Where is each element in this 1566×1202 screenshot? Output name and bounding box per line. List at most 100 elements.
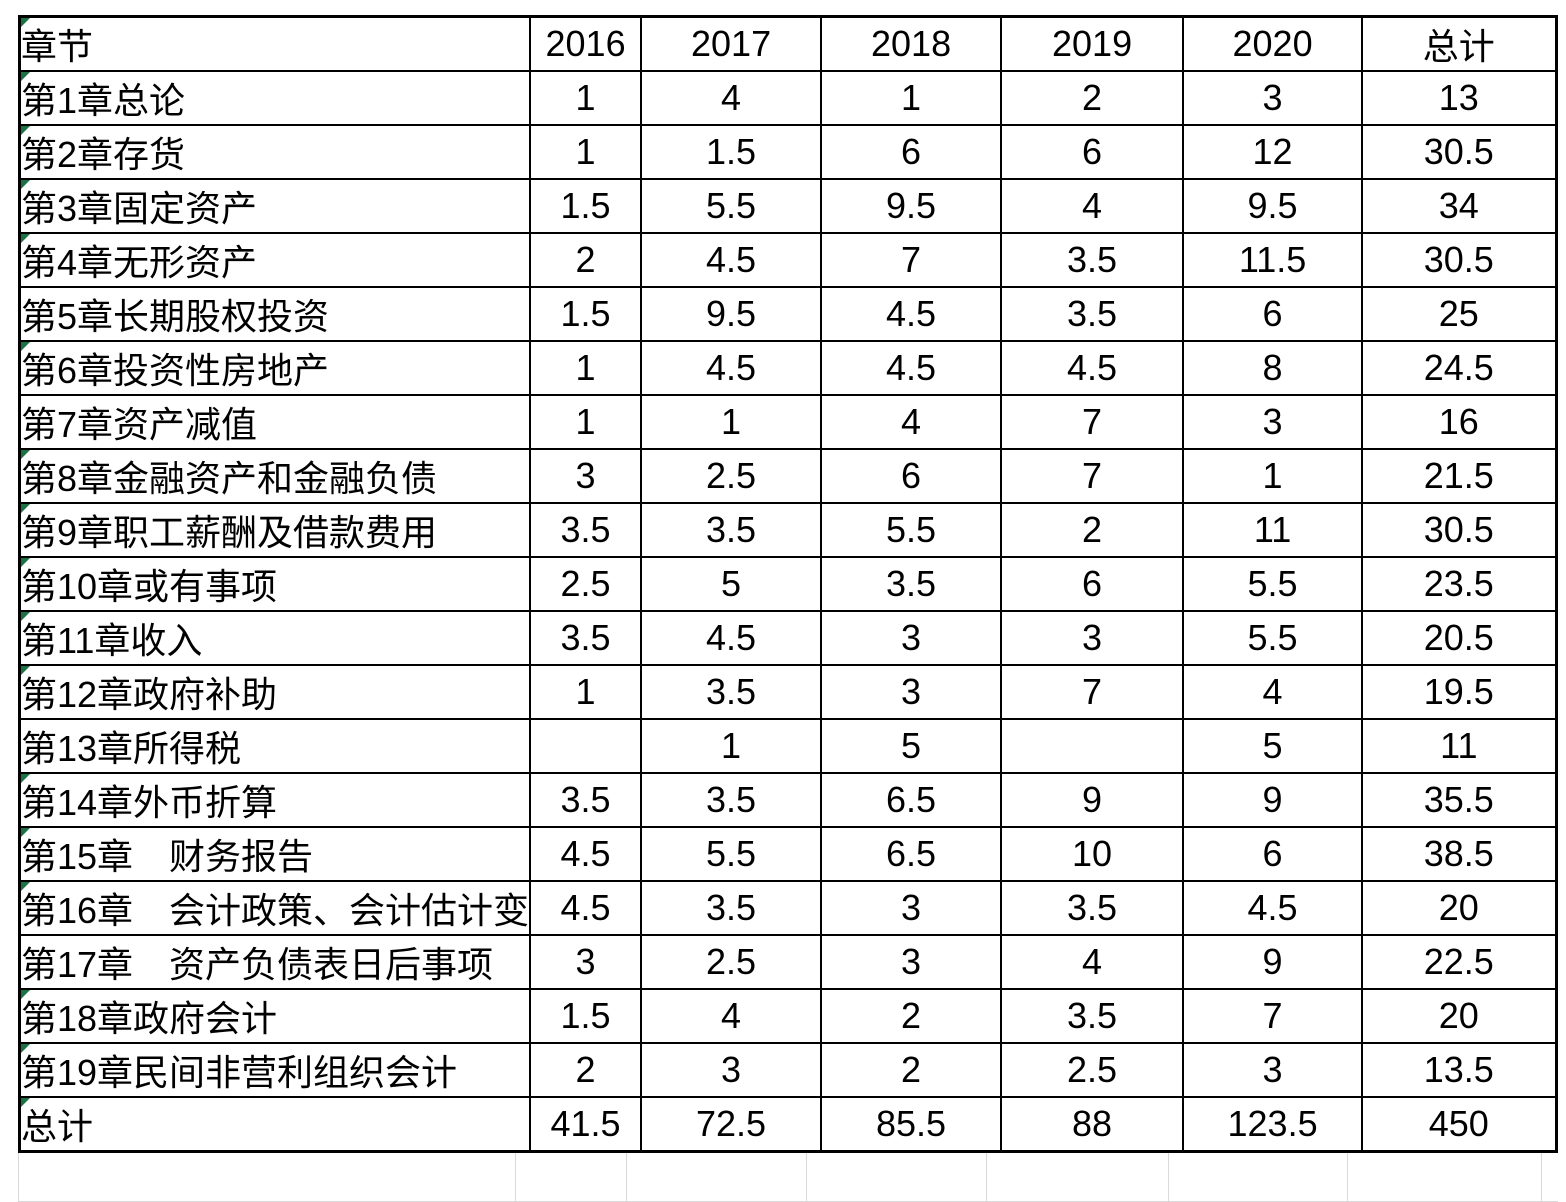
row-label-cell[interactable]: 第14章外币折算 (18, 772, 532, 828)
value-cell[interactable]: 4.5 (820, 340, 1003, 396)
value-cell[interactable]: 3 (1182, 70, 1364, 126)
value-cell[interactable]: 88 (1000, 1096, 1185, 1153)
value-cell[interactable]: 2.5 (640, 448, 823, 504)
total-row-label-cell[interactable]: 总计 (18, 1096, 532, 1153)
value-cell[interactable]: 11.5 (1182, 232, 1364, 288)
row-label-cell[interactable]: 第19章民间非营利组织会计 (18, 1042, 532, 1098)
value-cell[interactable]: 3 (529, 934, 643, 990)
value-cell[interactable]: 9.5 (640, 286, 823, 342)
empty-cell[interactable] (627, 1153, 807, 1201)
empty-cell[interactable] (1169, 1153, 1348, 1201)
value-cell[interactable]: 3.5 (1000, 286, 1185, 342)
column-header-year[interactable]: 2018 (820, 15, 1003, 72)
value-cell[interactable]: 5.5 (1182, 610, 1364, 666)
row-label-cell[interactable]: 第1章总论 (18, 70, 532, 126)
value-cell[interactable]: 5.5 (640, 826, 823, 882)
value-cell[interactable]: 4.5 (640, 232, 823, 288)
value-cell[interactable]: 450 (1361, 1096, 1558, 1153)
column-header-total[interactable]: 总计 (1361, 15, 1558, 72)
value-cell[interactable]: 3.5 (529, 502, 643, 558)
value-cell[interactable]: 4 (820, 394, 1003, 450)
row-label-cell[interactable]: 第9章职工薪酬及借款费用 (18, 502, 532, 558)
value-cell[interactable]: 5 (820, 718, 1003, 774)
value-cell[interactable]: 4.5 (640, 610, 823, 666)
value-cell[interactable]: 3 (820, 610, 1003, 666)
row-label-cell[interactable]: 第10章或有事项 (18, 556, 532, 612)
value-cell[interactable]: 7 (1000, 664, 1185, 720)
value-cell[interactable]: 6.5 (820, 826, 1003, 882)
value-cell[interactable]: 7 (1000, 448, 1185, 504)
value-cell[interactable]: 16 (1361, 394, 1558, 450)
value-cell[interactable]: 6 (820, 448, 1003, 504)
value-cell[interactable]: 11 (1361, 718, 1558, 774)
value-cell[interactable]: 6.5 (820, 772, 1003, 828)
empty-cell[interactable] (1348, 1153, 1542, 1201)
value-cell[interactable]: 12 (1182, 124, 1364, 180)
value-cell[interactable]: 7 (1182, 988, 1364, 1044)
value-cell[interactable]: 1 (820, 70, 1003, 126)
value-cell[interactable]: 7 (1000, 394, 1185, 450)
value-cell[interactable]: 13 (1361, 70, 1558, 126)
value-cell[interactable]: 3.5 (640, 772, 823, 828)
value-cell[interactable]: 4 (1000, 178, 1185, 234)
value-cell[interactable]: 3.5 (529, 772, 643, 828)
value-cell[interactable]: 3 (529, 448, 643, 504)
value-cell[interactable]: 3 (820, 664, 1003, 720)
value-cell[interactable]: 2 (820, 988, 1003, 1044)
value-cell[interactable]: 30.5 (1361, 502, 1558, 558)
column-header-chapter[interactable]: 章节 (18, 15, 532, 72)
value-cell[interactable]: 1 (529, 664, 643, 720)
value-cell[interactable]: 4.5 (529, 880, 643, 936)
value-cell[interactable]: 1 (529, 124, 643, 180)
value-cell[interactable]: 10 (1000, 826, 1185, 882)
value-cell[interactable]: 24.5 (1361, 340, 1558, 396)
row-label-cell[interactable]: 第15章 财务报告 (18, 826, 532, 882)
value-cell[interactable]: 5.5 (1182, 556, 1364, 612)
value-cell[interactable]: 3.5 (1000, 988, 1185, 1044)
row-label-cell[interactable]: 第5章长期股权投资 (18, 286, 532, 342)
value-cell[interactable]: 4.5 (1182, 880, 1364, 936)
value-cell[interactable]: 1 (640, 718, 823, 774)
value-cell[interactable]: 4 (1182, 664, 1364, 720)
value-cell[interactable]: 123.5 (1182, 1096, 1364, 1153)
value-cell[interactable]: 3.5 (640, 664, 823, 720)
value-cell[interactable]: 3.5 (529, 610, 643, 666)
column-header-year[interactable]: 2019 (1000, 15, 1185, 72)
value-cell[interactable]: 2 (820, 1042, 1003, 1098)
value-cell[interactable]: 6 (820, 124, 1003, 180)
value-cell[interactable]: 1.5 (529, 178, 643, 234)
value-cell[interactable]: 4.5 (640, 340, 823, 396)
value-cell[interactable]: 9 (1000, 772, 1185, 828)
row-label-cell[interactable]: 第18章政府会计 (18, 988, 532, 1044)
value-cell[interactable]: 5 (1182, 718, 1364, 774)
value-cell[interactable] (529, 718, 643, 774)
value-cell[interactable]: 3 (1182, 394, 1364, 450)
value-cell[interactable]: 19.5 (1361, 664, 1558, 720)
value-cell[interactable]: 5 (640, 556, 823, 612)
value-cell[interactable]: 6 (1000, 556, 1185, 612)
value-cell[interactable]: 1 (529, 340, 643, 396)
value-cell[interactable]: 5.5 (820, 502, 1003, 558)
value-cell[interactable]: 2 (529, 1042, 643, 1098)
value-cell[interactable]: 2 (1000, 70, 1185, 126)
row-label-cell[interactable]: 第6章投资性房地产 (18, 340, 532, 396)
value-cell[interactable]: 3.5 (640, 502, 823, 558)
row-label-cell[interactable]: 第11章收入 (18, 610, 532, 666)
row-label-cell[interactable]: 第8章金融资产和金融负债 (18, 448, 532, 504)
value-cell[interactable]: 30.5 (1361, 232, 1558, 288)
value-cell[interactable]: 34 (1361, 178, 1558, 234)
value-cell[interactable]: 6 (1182, 286, 1364, 342)
value-cell[interactable]: 23.5 (1361, 556, 1558, 612)
value-cell[interactable]: 1.5 (640, 124, 823, 180)
value-cell[interactable]: 5.5 (640, 178, 823, 234)
column-header-year[interactable]: 2016 (529, 15, 643, 72)
value-cell[interactable]: 3.5 (820, 556, 1003, 612)
value-cell[interactable]: 11 (1182, 502, 1364, 558)
value-cell[interactable]: 4 (640, 70, 823, 126)
empty-cell[interactable] (807, 1153, 987, 1201)
empty-cell[interactable] (19, 1153, 516, 1201)
value-cell[interactable]: 20 (1361, 988, 1558, 1044)
value-cell[interactable]: 6 (1182, 826, 1364, 882)
empty-cell[interactable] (516, 1153, 627, 1201)
row-label-cell[interactable]: 第13章所得税 (18, 718, 532, 774)
